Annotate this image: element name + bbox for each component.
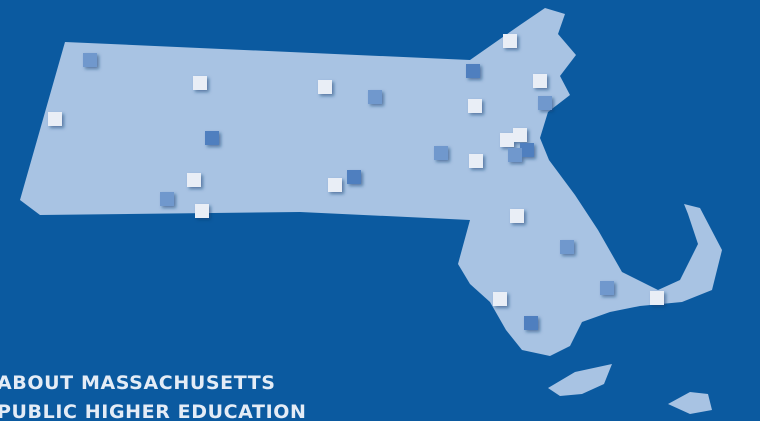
marker [560, 240, 574, 254]
marker [193, 76, 207, 90]
marker [48, 112, 62, 126]
marker [520, 143, 534, 157]
marker [187, 173, 201, 187]
campus-markers [48, 34, 664, 330]
marker [500, 133, 514, 147]
marker [650, 291, 664, 305]
marker [524, 316, 538, 330]
heading-line: PUBLIC HIGHER EDUCATION [0, 401, 307, 421]
marker [347, 170, 361, 184]
marker [510, 209, 524, 223]
marker [503, 34, 517, 48]
massachusetts-mainland [20, 8, 722, 356]
marker [160, 192, 174, 206]
marker [538, 96, 552, 110]
marker [508, 148, 522, 162]
marker [83, 53, 97, 67]
marker [318, 80, 332, 94]
marthas-vineyard [548, 364, 612, 396]
marker [469, 154, 483, 168]
nantucket [668, 392, 712, 414]
marker [368, 90, 382, 104]
marker [434, 146, 448, 160]
marker [205, 131, 219, 145]
marker [466, 64, 480, 78]
marker [493, 292, 507, 306]
marker [328, 178, 342, 192]
marker [600, 281, 614, 295]
heading-line: ABOUT MASSACHUSETTS [0, 372, 276, 394]
marker [195, 204, 209, 218]
marker [533, 74, 547, 88]
marker [513, 128, 527, 142]
marker [468, 99, 482, 113]
